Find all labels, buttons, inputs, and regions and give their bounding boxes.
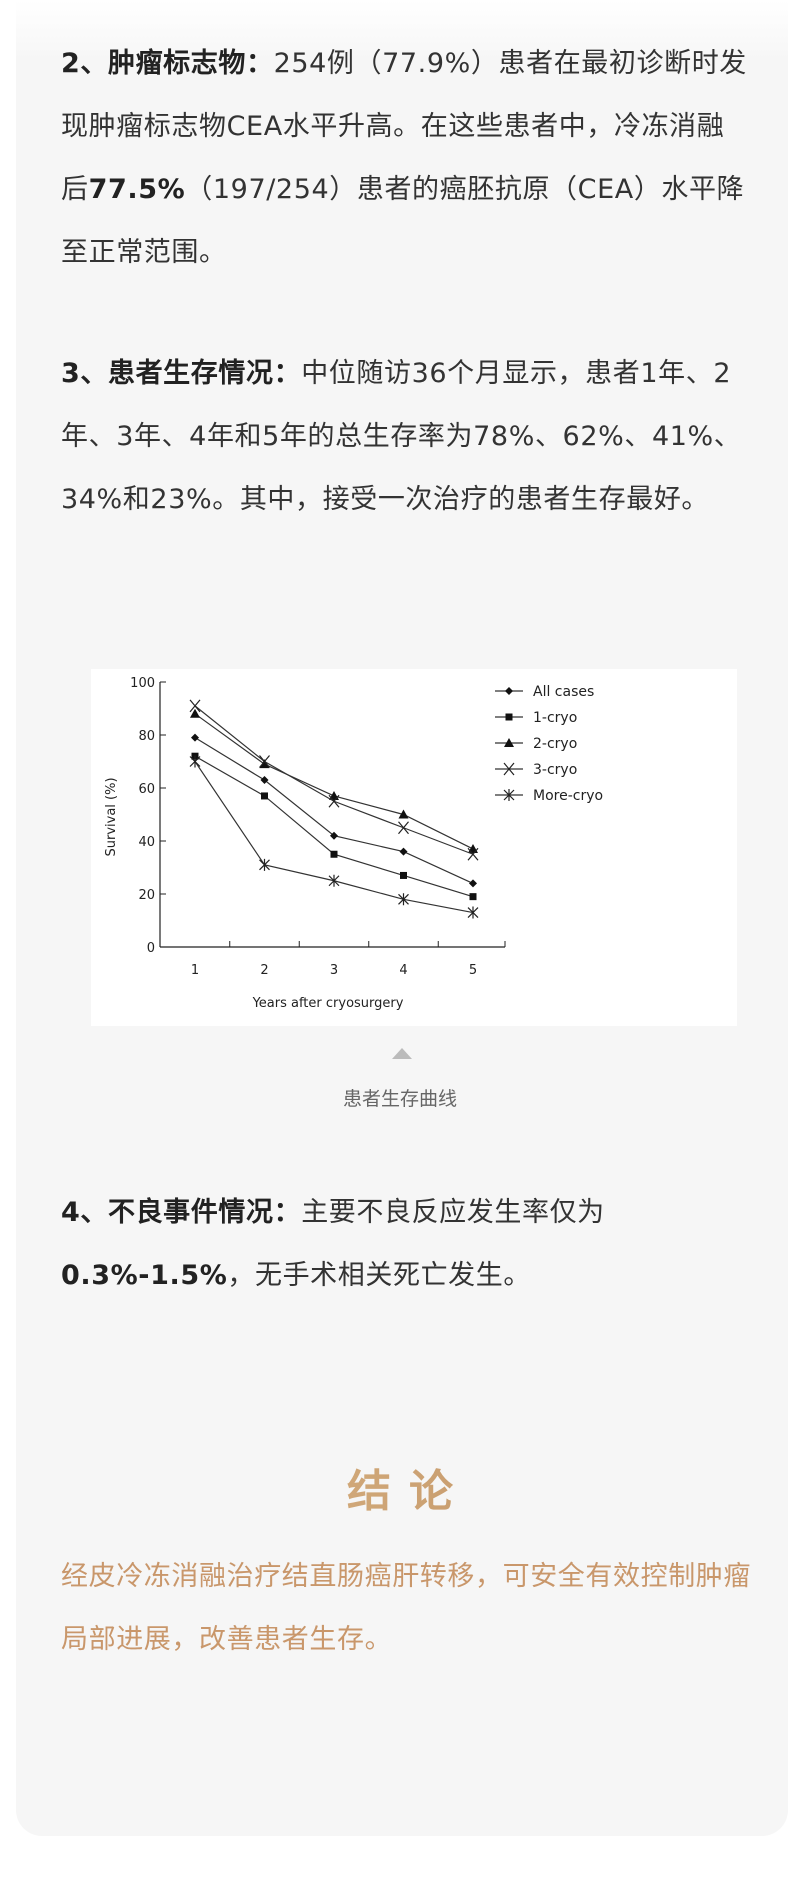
data-point [190,708,200,718]
legend-marker [504,738,514,747]
data-point [261,792,268,800]
y-tick-label: 20 [138,888,155,903]
y-tick-label: 80 [138,729,155,744]
conclusion-title: 结论 [0,1455,800,1519]
x-tick-label: 5 [469,963,477,978]
x-tick-label: 1 [191,963,199,978]
data-point [468,843,478,853]
text: 中位随访36个月显示，患者1年、2年、3年、4年和5年的总生存率为78%、62%… [61,358,742,515]
series-line-2-cryo [194,713,474,850]
legend-marker [503,789,515,801]
y-tick-label: 0 [147,941,155,956]
bold-text: 2、肿瘤标志物： [61,48,274,79]
data-point [191,733,199,742]
y-tick-label: 40 [138,835,155,850]
data-point [467,906,479,919]
data-point [260,776,269,785]
x-tick-label: 3 [330,963,338,978]
text: （197/254）患者的癌胚抗原（CEA）水平降至正常范围。 [61,174,745,268]
bold-text: 4、不良事件情况： [61,1197,302,1228]
legend-marker [503,762,515,776]
data-point [189,699,201,713]
data-point [328,874,340,887]
data-point [259,755,270,768]
conclusion-text: 经皮冷冻消融治疗结直肠癌肝转移，可安全有效控制肿瘤局部进展，改善患者生存。 [61,1561,751,1655]
caption-triangle-icon [392,1048,412,1059]
legend-label: All cases [533,684,594,700]
data-point [400,871,407,879]
x-tick-label: 2 [260,963,268,978]
legend-label: 3-cryo [533,762,577,778]
survival-chart: 0 20 40 60 80 100 1 2 3 4 5 Years after cryosurgery… [91,669,737,1026]
text: 主要不良反应发生率仅为 [301,1197,605,1228]
data-point [469,893,477,901]
data-point [398,821,409,835]
data-point [399,847,408,856]
y-tick-label: 100 [130,676,155,691]
x-tick-label: 4 [399,963,407,978]
legend-label: More-cryo [533,788,603,804]
figure-caption: 患者生存曲线 [342,1088,457,1110]
legend-marker [505,713,513,721]
section-tumor-markers: 2、肿瘤标志物：254例（77.9%）患者在最初诊断时发现肿瘤标志物CEA水平升… [61,32,751,284]
data-point [469,879,477,888]
data-point [398,893,409,906]
text: ，无手术相关死亡发生。 [227,1260,531,1291]
data-point [330,850,338,858]
bold-text: 3、患者生存情况： [61,358,302,389]
text: 254例（77.9%）患者在最初诊断时发现肿瘤标志物CEA水平升高。在这些患者中… [61,48,747,205]
y-tick-label: 60 [138,782,155,797]
x-axis-label: Years after cryosurgery [252,996,404,1011]
y-axis-label: Survival (%) [104,777,119,856]
section-adverse-events: 4、不良事件情况：主要不良反应发生率仅为 0.3%-1.5%，无手术相关死亡发生。 [61,1181,751,1307]
data-point [330,831,338,840]
data-point [328,794,340,808]
bold-text: 77.5% [88,174,186,205]
section-survival: 3、患者生存情况：中位随访36个月显示，患者1年、2年、3年、4年和5年的总生存… [61,342,751,531]
data-point [467,847,479,861]
legend-label: 1-cryo [533,710,577,726]
data-point [259,759,270,769]
data-point [398,809,409,819]
legend-marker [505,687,513,695]
data-point [259,858,270,871]
series-line-all-cases [194,737,474,884]
bold-text: 0.3%-1.5% [61,1260,228,1291]
data-point [189,755,201,768]
survival-chart-svg: 0 20 40 60 80 100 1 2 3 4 5 Years after cryosurgery… [104,676,603,1011]
legend-label: 2-cryo [533,736,577,752]
